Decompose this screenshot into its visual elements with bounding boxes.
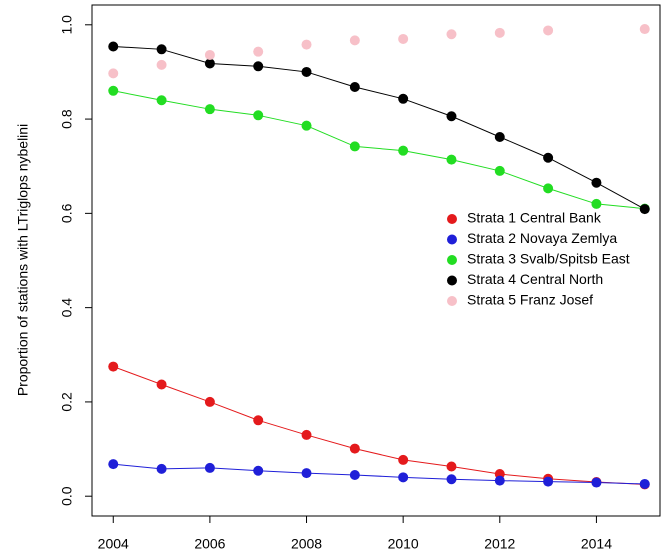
legend-label: Strata 3 Svalb/Spitsb East <box>467 251 630 267</box>
data-point <box>156 44 167 55</box>
data-point <box>543 25 554 36</box>
data-point <box>543 183 554 194</box>
data-point <box>543 152 554 163</box>
data-point <box>639 204 650 215</box>
data-point <box>398 145 409 156</box>
y-tick-label: 0.6 <box>59 203 75 223</box>
series-line <box>113 463 645 485</box>
data-point <box>494 475 505 486</box>
data-point <box>253 110 264 121</box>
data-point <box>204 104 215 115</box>
y-axis-label: Proportion of stations with LTriglops ny… <box>15 124 31 396</box>
legend-marker <box>447 275 457 286</box>
data-point <box>349 443 360 454</box>
y-tick-label: 0.4 <box>59 298 75 318</box>
legend-marker <box>447 296 457 306</box>
data-point <box>349 469 360 480</box>
series-line <box>113 366 645 485</box>
x-tick-label: 2012 <box>484 536 515 552</box>
data-point <box>204 58 215 69</box>
data-point <box>156 463 167 474</box>
data-point <box>446 111 457 122</box>
data-point <box>446 154 457 165</box>
data-point <box>301 66 312 77</box>
data-point <box>253 415 264 426</box>
legend-marker <box>447 234 457 245</box>
data-point <box>494 165 505 176</box>
data-point <box>349 35 360 46</box>
data-point <box>398 33 409 44</box>
data-point <box>494 131 505 142</box>
data-point <box>639 24 650 35</box>
plot-box <box>91 4 661 517</box>
data-point <box>301 39 312 50</box>
x-tick-label: 2008 <box>291 536 322 552</box>
data-point <box>398 93 409 104</box>
legend-marker <box>447 255 457 265</box>
legend-label: Strata 4 Central North <box>467 271 603 287</box>
data-point <box>591 177 602 188</box>
data-point <box>301 429 312 440</box>
series-line <box>113 90 645 210</box>
legend-label: Strata 5 Franz Josef <box>467 292 593 308</box>
series-line <box>113 45 645 210</box>
x-tick-label: 2010 <box>388 536 419 552</box>
data-point <box>204 49 215 60</box>
data-point <box>253 465 264 476</box>
y-tick-label: 0.0 <box>59 486 75 506</box>
x-tick-label: 2014 <box>581 536 612 552</box>
data-point <box>108 68 119 79</box>
legend-marker <box>447 214 457 224</box>
data-point <box>156 59 167 70</box>
data-point <box>543 476 554 487</box>
data-point <box>108 85 119 96</box>
x-tick-label: 2004 <box>98 536 129 552</box>
data-point <box>253 61 264 72</box>
data-point <box>446 461 457 472</box>
y-tick-label: 0.2 <box>59 392 75 412</box>
data-point <box>446 29 457 40</box>
y-tick-label: 0.8 <box>59 109 75 129</box>
legend-label: Strata 2 Novaya Zemlya <box>467 230 617 246</box>
data-point <box>108 361 119 372</box>
data-point <box>301 120 312 131</box>
data-point <box>398 454 409 465</box>
data-point <box>349 141 360 152</box>
data-point <box>156 379 167 390</box>
data-point <box>398 472 409 483</box>
data-point <box>349 82 360 93</box>
data-point <box>301 468 312 479</box>
legend-label: Strata 1 Central Bank <box>467 210 602 226</box>
data-point <box>204 462 215 473</box>
data-point <box>108 459 119 470</box>
x-tick-label: 2006 <box>194 536 225 552</box>
data-point <box>156 95 167 106</box>
data-point <box>108 41 119 52</box>
y-tick-label: 1.0 <box>59 15 75 35</box>
data-point <box>494 27 505 38</box>
data-point <box>591 198 602 209</box>
data-point <box>253 46 264 57</box>
data-point <box>639 478 650 489</box>
data-point <box>446 474 457 485</box>
data-point <box>204 396 215 407</box>
data-point <box>591 477 602 488</box>
